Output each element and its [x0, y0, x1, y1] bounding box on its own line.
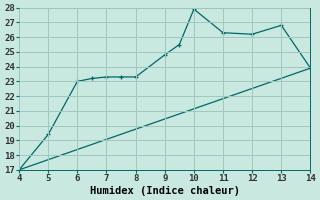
X-axis label: Humidex (Indice chaleur): Humidex (Indice chaleur)	[90, 186, 240, 196]
